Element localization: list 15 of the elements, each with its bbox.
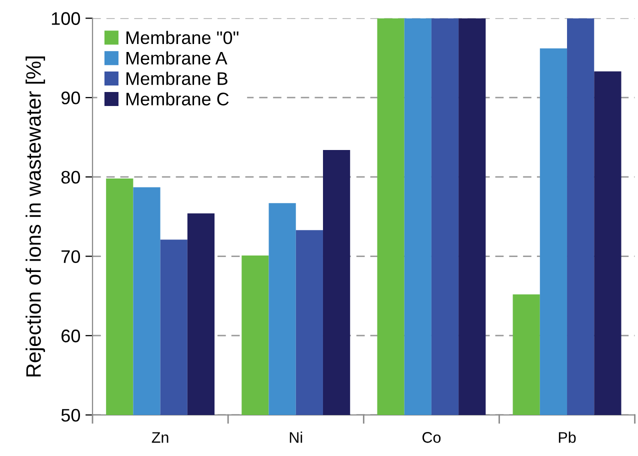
y-tick-label: 80 [61, 170, 80, 184]
legend-label: Membrane A [126, 51, 228, 65]
y-tick-label: 70 [62, 250, 80, 263]
legend-label: Membrane "0" [126, 30, 238, 44]
x-tick-label: Co [422, 432, 441, 443]
y-tick-label: 90 [61, 92, 80, 104]
x-tick-label: Pb [558, 432, 576, 443]
x-tick-label: Ni [290, 432, 302, 443]
x-tick-label: Zn [152, 432, 168, 443]
y-tick-label: 100 [52, 12, 80, 25]
y-tick-label: 60 [62, 330, 80, 342]
legend-label: Membrane C [126, 92, 229, 106]
y-tick-label: 50 [61, 408, 80, 422]
legend-label: Membrane B [126, 72, 228, 86]
y-axis-title: Rejection of ions in wastewater [%] [26, 56, 46, 376]
